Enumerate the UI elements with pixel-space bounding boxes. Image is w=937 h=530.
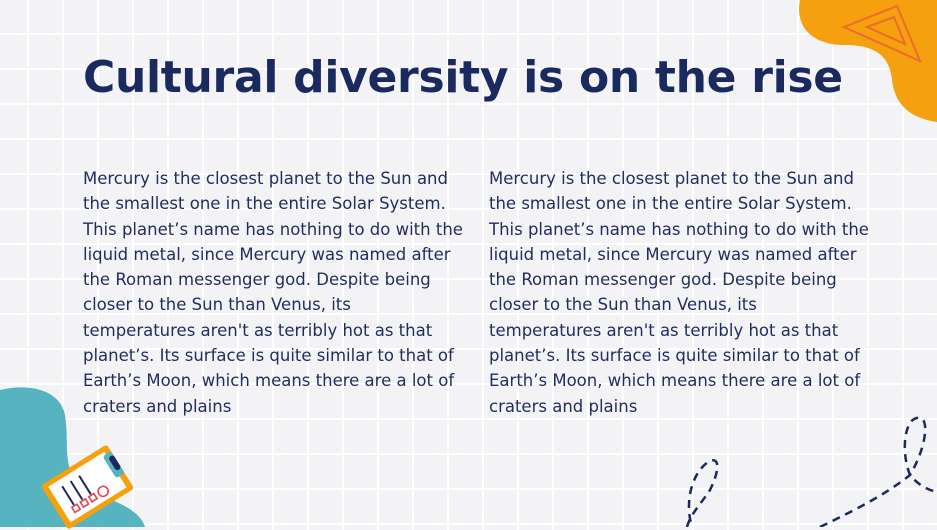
- page-title: Cultural diversity is on the rise: [83, 52, 843, 103]
- orange-blob: [799, 0, 937, 122]
- body-text-left: Mercury is the closest planet to the Sun…: [83, 169, 463, 416]
- dashed-path: [685, 416, 937, 527]
- clipboard-icon: [41, 445, 134, 529]
- teal-blob: [0, 387, 145, 527]
- body-text-right: Mercury is the closest planet to the Sun…: [489, 169, 869, 416]
- triangle-icon: [841, 4, 922, 63]
